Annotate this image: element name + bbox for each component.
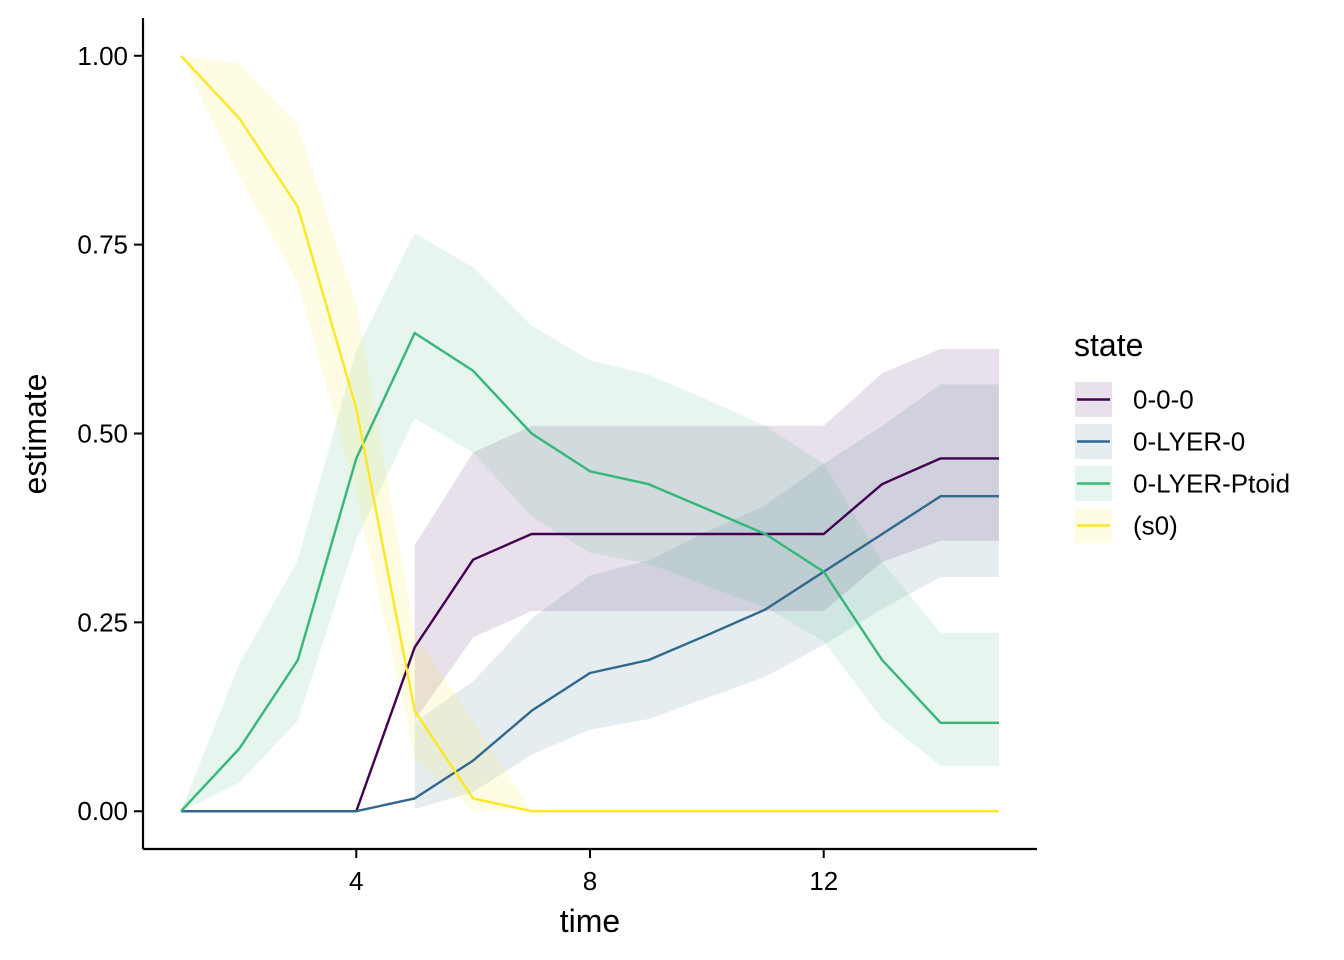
y-tick-label: 0.25	[77, 607, 128, 637]
x-tick-label: 8	[583, 866, 597, 896]
y-tick-label: 1.00	[77, 41, 128, 71]
legend-item-0-lyer-0: 0-LYER-0	[1075, 424, 1245, 459]
legend-title: state	[1074, 327, 1143, 363]
line-0-lyer-0	[181, 495, 999, 813]
x-tick-label: 4	[349, 866, 363, 896]
x-axis-title: time	[560, 903, 620, 939]
legend-label: 0-LYER-Ptoid	[1133, 469, 1290, 499]
confidence-bands	[181, 55, 999, 812]
line-0-lyer-ptoid	[180, 331, 999, 813]
series-lines	[180, 54, 999, 813]
y-tick-label: 0.50	[77, 419, 128, 449]
x-tick-label: 12	[809, 866, 838, 896]
legend-item-0-0-0: 0-0-0	[1075, 382, 1194, 417]
band-0-lyer-0	[414, 384, 999, 809]
y-ticks: 0.00 0.25 0.50 0.75 1.00	[77, 41, 143, 826]
band-0-lyer-ptoid	[181, 233, 999, 812]
legend-label: (s0)	[1133, 511, 1178, 541]
legend-item-0-lyer-ptoid: 0-LYER-Ptoid	[1075, 466, 1290, 501]
y-axis-title: estimate	[17, 374, 53, 495]
x-ticks: 4 8 12	[349, 849, 838, 896]
band-s0	[181, 55, 999, 812]
legend-label: 0-LYER-0	[1133, 427, 1245, 457]
y-tick-label: 0.00	[77, 796, 128, 826]
line-s0	[180, 54, 999, 813]
legend-label: 0-0-0	[1133, 385, 1194, 415]
y-tick-label: 0.75	[77, 230, 128, 260]
legend-item-s0: (s0)	[1075, 508, 1178, 543]
legend: state 0-0-0 0-LYER-0 0-LYER-Ptoid (s0)	[1074, 327, 1290, 543]
